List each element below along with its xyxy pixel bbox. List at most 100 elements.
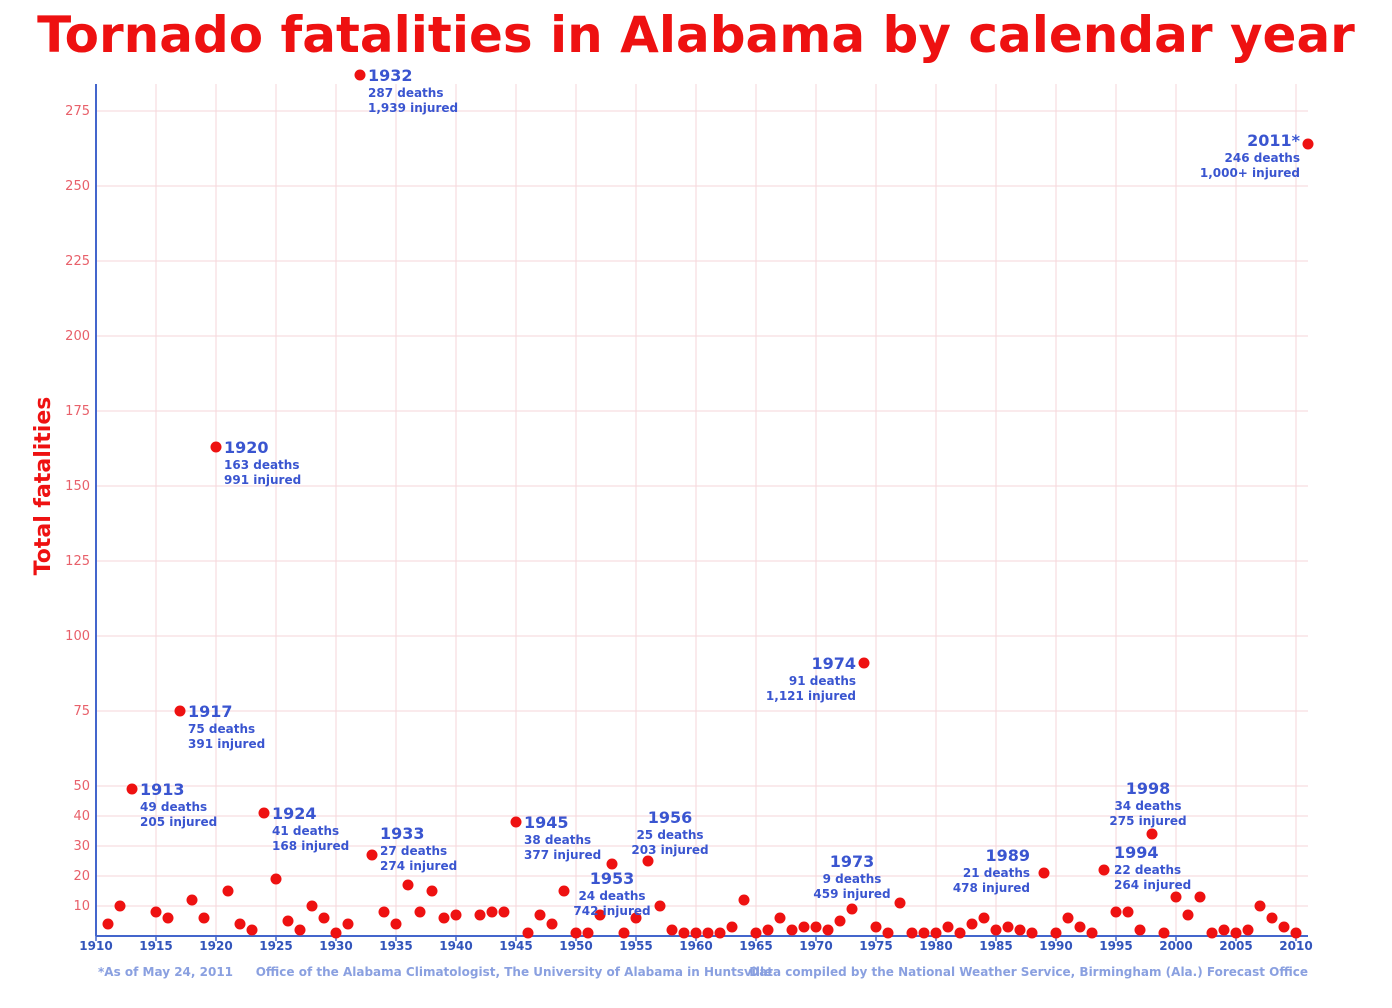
data-point-1982 xyxy=(954,927,966,939)
annotation-detail: 459 injured xyxy=(813,887,890,901)
annotation-detail: 264 injured xyxy=(1114,878,1191,892)
annotation-detail: 9 deaths xyxy=(823,872,882,886)
data-point-1963 xyxy=(726,921,738,933)
data-point-1935 xyxy=(390,918,402,930)
data-point-1949 xyxy=(558,885,570,897)
data-point-1988 xyxy=(1026,927,1038,939)
annotation-year: 1924 xyxy=(272,804,317,823)
gridlines xyxy=(95,84,1308,936)
data-point-1944 xyxy=(498,906,510,918)
data-point-2011 xyxy=(1302,138,1314,150)
annotation-detail: 22 deaths xyxy=(1114,863,1181,877)
x-tick-label: 2000 xyxy=(1159,939,1192,953)
data-point-1928 xyxy=(306,900,318,912)
data-point-1979 xyxy=(918,927,930,939)
data-point-1952 xyxy=(594,909,606,921)
x-tick-label: 1965 xyxy=(739,939,772,953)
data-point-1996 xyxy=(1122,906,1134,918)
x-tick-label: 1970 xyxy=(799,939,832,953)
annotation-detail: 275 injured xyxy=(1109,814,1186,828)
data-point-1911 xyxy=(102,918,114,930)
annotation-detail: 91 deaths xyxy=(789,674,856,688)
y-tick-label: 50 xyxy=(73,779,90,794)
y-tick-label: 30 xyxy=(73,839,90,854)
annotation-year: 1917 xyxy=(188,702,233,721)
y-tick-label: 40 xyxy=(73,809,90,824)
annotation-year: 1953 xyxy=(590,869,635,888)
y-tick-label: 200 xyxy=(65,329,90,344)
data-point-1965 xyxy=(750,927,762,939)
x-tick-label: 1960 xyxy=(679,939,712,953)
annotation-detail: 25 deaths xyxy=(636,828,703,842)
data-point-2005 xyxy=(1230,927,1242,939)
axes: 10 20 30 40 50 75 100 125 150 175 200 225 250 275 1910… xyxy=(65,84,1313,953)
annotation-year: 1956 xyxy=(648,808,693,827)
data-point-1922 xyxy=(234,918,246,930)
annotation-year: 1989 xyxy=(985,846,1030,865)
y-tick-label: 100 xyxy=(65,629,90,644)
data-point-1924 xyxy=(258,807,270,819)
data-point-1999 xyxy=(1158,927,1170,939)
annotation-detail: 49 deaths xyxy=(140,800,207,814)
data-point-2007 xyxy=(1254,900,1266,912)
data-point-1940 xyxy=(450,909,462,921)
data-point-1948 xyxy=(546,918,558,930)
data-point-2002 xyxy=(1194,891,1206,903)
x-tick-label: 1935 xyxy=(379,939,412,953)
y-tick-label: 225 xyxy=(65,254,90,269)
data-point-1927 xyxy=(294,924,306,936)
x-tick-label: 1930 xyxy=(319,939,352,953)
data-point-1933 xyxy=(366,849,378,861)
y-tick-label: 125 xyxy=(65,554,90,569)
x-tick-label: 1940 xyxy=(439,939,472,953)
data-point-1912 xyxy=(114,900,126,912)
annotation-detail: 21 deaths xyxy=(963,866,1030,880)
data-point-2004 xyxy=(1218,924,1230,936)
data-point-1955 xyxy=(630,912,642,924)
x-tick-label: 1950 xyxy=(559,939,592,953)
annotation-detail: 1,939 injured xyxy=(368,101,458,115)
data-point-1956 xyxy=(642,855,654,867)
chart-title: Tornado fatalities in Alabama by calenda… xyxy=(37,6,1355,64)
x-tick-label: 1945 xyxy=(499,939,532,953)
data-point-2001 xyxy=(1182,909,1194,921)
annotation-detail: 246 deaths xyxy=(1225,151,1300,165)
data-point-1970 xyxy=(810,921,822,933)
footnote-data-compiled: Data compiled by the National Weather Se… xyxy=(749,965,1308,979)
data-point-1938 xyxy=(426,885,438,897)
data-point-1964 xyxy=(738,894,750,906)
x-tick-label: 1975 xyxy=(859,939,892,953)
x-tick-label: 2010 xyxy=(1279,939,1312,953)
data-point-1971 xyxy=(822,924,834,936)
annotation-detail: 742 injured xyxy=(573,904,650,918)
data-point-1960 xyxy=(690,927,702,939)
y-tick-label: 75 xyxy=(73,704,90,719)
data-point-1985 xyxy=(990,924,1002,936)
annotation-detail: 163 deaths xyxy=(224,458,299,472)
annotation-detail: 168 injured xyxy=(272,839,349,853)
x-tick-label: 1925 xyxy=(259,939,292,953)
data-point-1962 xyxy=(714,927,726,939)
data-point-1950 xyxy=(570,927,582,939)
annotation-year: 1998 xyxy=(1126,779,1171,798)
y-tick-label: 20 xyxy=(73,869,90,884)
data-point-1954 xyxy=(618,927,630,939)
data-point-1984 xyxy=(978,912,990,924)
footnote-as-of: *As of May 24, 2011 xyxy=(98,965,233,979)
data-point-1945 xyxy=(510,816,522,828)
data-point-1993 xyxy=(1086,927,1098,939)
x-tick-label: 1980 xyxy=(919,939,952,953)
annotation-year: 1994 xyxy=(1114,843,1159,862)
data-point-1974 xyxy=(858,657,870,669)
data-point-1913 xyxy=(126,783,138,795)
y-tick-label: 10 xyxy=(73,899,90,914)
data-point-1931 xyxy=(342,918,354,930)
data-point-1981 xyxy=(942,921,954,933)
